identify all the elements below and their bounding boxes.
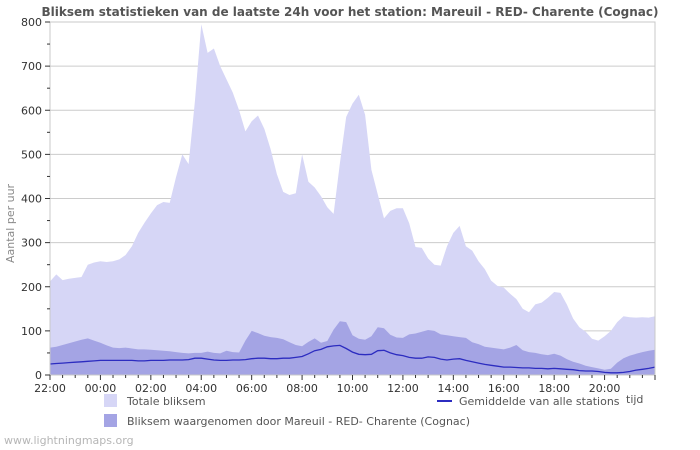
y-tick-label: 700 — [21, 60, 42, 73]
series-station-area — [50, 321, 655, 375]
legend-label-total: Totale bliksem — [127, 395, 206, 408]
x-tick-label: 22:00 — [34, 382, 66, 395]
y-tick-label: 500 — [21, 148, 42, 161]
x-tick-label: 14:00 — [437, 382, 469, 395]
y-tick-label: 800 — [21, 16, 42, 29]
series-average-line — [49, 344, 656, 374]
y-tick-label: 0 — [35, 369, 42, 382]
x-tick-label: 08:00 — [286, 382, 318, 395]
x-axis-label-tijd: tijd — [626, 393, 644, 406]
legend-label-average: Gemiddelde van alle stations — [459, 395, 620, 408]
legend-swatch-station — [104, 414, 117, 427]
x-tick-label: 02:00 — [135, 382, 167, 395]
x-tick-label: 00:00 — [85, 382, 117, 395]
x-tick-label: 04:00 — [185, 382, 217, 395]
y-tick-label: 400 — [21, 193, 42, 206]
y-tick-label: 600 — [21, 104, 42, 117]
x-tick-label: 06:00 — [236, 382, 268, 395]
x-tick-label: 20:00 — [589, 382, 621, 395]
y-tick-label: 100 — [21, 325, 42, 338]
y-tick-label: 200 — [21, 281, 42, 294]
legend-swatch-average — [437, 400, 452, 402]
watermark: www.lightningmaps.org — [4, 434, 134, 447]
legend-swatch-total — [104, 394, 117, 407]
y-tick-label: 300 — [21, 237, 42, 250]
x-tick-label: 12:00 — [387, 382, 419, 395]
legend-label-station: Bliksem waargenomen door Mareuil - RED- … — [127, 415, 470, 428]
series-total-area — [50, 24, 655, 375]
chart-title: Bliksem statistieken van de laatste 24h … — [41, 5, 659, 19]
x-tick-label: 18:00 — [538, 382, 570, 395]
x-tick-label: 10:00 — [337, 382, 369, 395]
x-tick-label: 16:00 — [488, 382, 520, 395]
